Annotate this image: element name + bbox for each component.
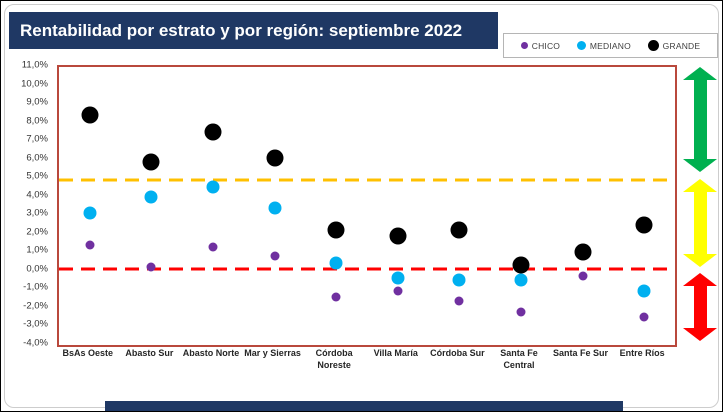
data-point-mediano [637, 284, 651, 298]
legend-marker-icon [520, 42, 528, 49]
risk-arrows [683, 65, 717, 343]
x-category-label: Mar y Sierras [244, 348, 301, 358]
arrow-down-icon [683, 328, 717, 342]
legend-label: CHICO [531, 40, 561, 51]
data-point-chico [393, 286, 403, 296]
x-category-label: Abasto Sur [125, 348, 174, 358]
x-category-label: Santa Fe Sur [553, 348, 609, 358]
footer-bar [105, 401, 623, 411]
data-point-chico [85, 240, 95, 250]
data-point-mediano [329, 256, 343, 270]
data-point-grande [142, 153, 160, 171]
data-point-chico [270, 251, 280, 261]
y-axis: 11,0% 10,0% 9,0% 8,0% 7,0% 6,0% 5,0% 4,0% 3,0% 2,… [1, 60, 53, 349]
data-point-grande [389, 227, 407, 245]
legend-item: CHICO [520, 40, 561, 51]
y-tick-label: 8,0% [26, 115, 48, 127]
legend-item: GRANDE [647, 40, 701, 51]
y-tick-label: 4,0% [26, 189, 48, 201]
arrow-bar [693, 285, 707, 329]
y-tick-label: 9,0% [26, 96, 48, 108]
data-point-grande [266, 149, 284, 167]
range-arrow-zone-high [683, 66, 717, 173]
chart-title: Rentabilidad por estrato y por región: s… [9, 12, 498, 49]
legend: CHICO MEDIANO GRANDE [503, 33, 718, 58]
data-point-chico [578, 271, 588, 281]
legend-label: GRANDE [662, 40, 701, 51]
arrow-down-icon [683, 254, 717, 267]
range-arrow-zone-low [683, 272, 717, 342]
data-point-mediano [268, 201, 282, 215]
arrow-up-icon [683, 66, 717, 80]
y-tick-label: 11,0% [21, 59, 48, 71]
y-tick-label: -2,0% [23, 300, 48, 312]
arrow-up-icon [683, 272, 717, 286]
arrow-bar [693, 191, 707, 254]
y-tick-label: 6,0% [26, 152, 48, 164]
x-category-label: Villa María [373, 348, 418, 358]
data-point-grande [574, 243, 592, 261]
x-category-label: Córdoba Sur [430, 348, 485, 358]
y-tick-label: 3,0% [26, 207, 48, 219]
data-point-mediano [452, 273, 466, 287]
x-category-label: Entre Ríos [619, 348, 665, 358]
x-axis: BsAs Oeste Abasto Sur Abasto Norte Mar y Si… [57, 348, 673, 371]
y-tick-label: 10,0% [21, 78, 48, 90]
data-point-mediano [514, 273, 528, 287]
data-point-grande [81, 106, 99, 124]
data-point-chico [146, 262, 156, 272]
data-point-grande [204, 123, 222, 141]
legend-item: MEDIANO [576, 40, 631, 51]
arrow-up-icon [683, 178, 717, 192]
y-tick-label: 0,0% [26, 263, 48, 275]
data-point-grande [327, 221, 345, 239]
x-category-label: Santa Fe Central [500, 348, 538, 370]
y-tick-label: -3,0% [23, 318, 48, 330]
legend-marker-icon [576, 41, 586, 50]
data-point-mediano [144, 190, 158, 204]
x-category-label: Abasto Norte [182, 348, 240, 358]
range-arrow-zone-middle [683, 178, 717, 267]
data-point-grande [512, 256, 530, 274]
reference-line-lower-threshold [59, 267, 675, 271]
data-point-mediano [391, 271, 405, 285]
data-point-mediano [206, 180, 220, 194]
y-tick-label: -1,0% [23, 281, 48, 293]
x-category-label: Córdoba Noreste [315, 348, 353, 370]
data-point-grande [450, 221, 468, 239]
y-tick-label: -4,0% [23, 337, 48, 349]
plot-area [57, 65, 677, 347]
reference-line-upper-threshold [59, 178, 675, 182]
y-tick-label: 2,0% [26, 226, 48, 238]
x-category-label: BsAs Oeste [62, 348, 114, 358]
y-tick-label: 1,0% [26, 244, 48, 256]
y-tick-label: 7,0% [26, 133, 48, 145]
data-point-chico [208, 242, 218, 252]
arrow-bar [693, 79, 707, 160]
data-point-chico [331, 292, 341, 302]
data-point-grande [635, 216, 653, 234]
data-point-chico [454, 296, 464, 306]
y-tick-label: 5,0% [26, 170, 48, 182]
data-point-mediano [83, 206, 97, 220]
legend-label: MEDIANO [589, 40, 631, 51]
data-point-chico [639, 312, 649, 322]
arrow-down-icon [683, 159, 717, 173]
legend-marker-icon [647, 40, 659, 51]
data-point-chico [516, 307, 526, 317]
